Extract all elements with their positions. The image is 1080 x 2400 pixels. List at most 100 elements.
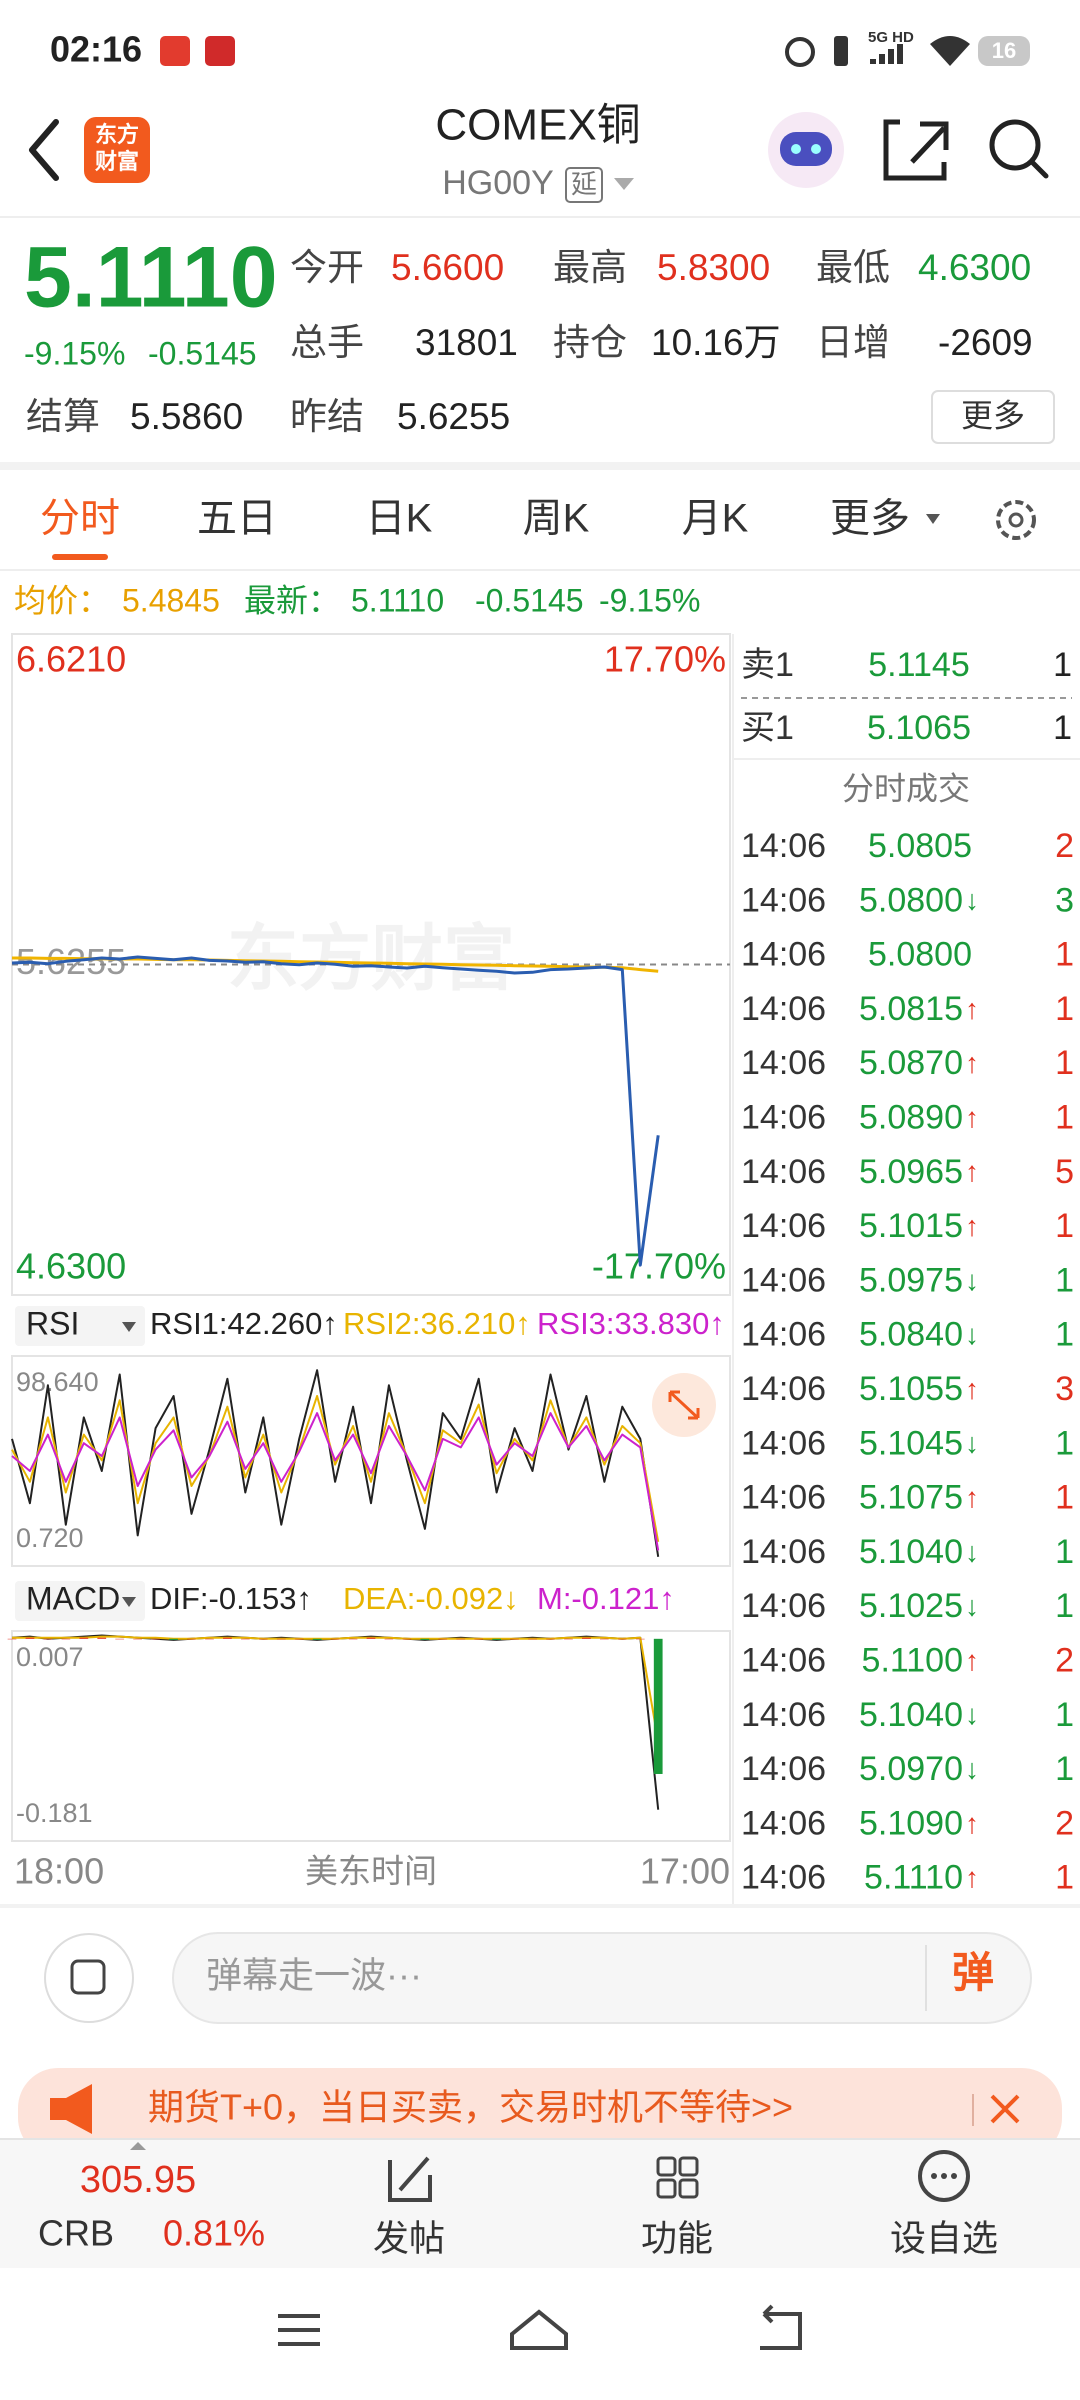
nav-item[interactable]: 功能 [641, 2218, 713, 2259]
trade-price: 5.1040 [859, 1696, 963, 1734]
legend-entry: M:-0.121↑ [537, 1581, 675, 1616]
trade-volume: 1 [1055, 990, 1074, 1028]
histogram-bar [7, 1638, 17, 1640]
histogram-bar [564, 1638, 573, 1640]
series-line [12, 1635, 660, 1742]
share-button[interactable] [883, 119, 949, 181]
settings-button[interactable] [996, 500, 1036, 540]
trade-direction: ↑ [965, 1645, 979, 1676]
search-handle [1029, 159, 1049, 179]
network-label: 5G HD [868, 29, 914, 46]
search-button[interactable] [989, 119, 1041, 171]
indicator-selector[interactable] [15, 1581, 145, 1621]
trade-direction: ↑ [965, 1808, 979, 1839]
field-label: 昨结 [290, 396, 364, 437]
trade-volume: 1 [1055, 1044, 1074, 1082]
indicator-dropdown-arrow [122, 1597, 136, 1607]
tab-indicator [52, 554, 108, 560]
chart-frame [11, 1355, 731, 1567]
latest-label: 最新： [244, 582, 340, 618]
trade-direction: ↓ [965, 1428, 979, 1459]
tab[interactable]: 日K [366, 497, 433, 541]
order-volume: 1 [1053, 709, 1072, 747]
histogram-bar [546, 1638, 555, 1640]
function-icon [678, 2178, 699, 2199]
histogram-bar [653, 1638, 663, 1774]
histogram-bar [330, 1638, 340, 1640]
trade-time: 14:06 [741, 1207, 826, 1245]
order-price: 5.1065 [867, 709, 971, 747]
histogram-bar [79, 1637, 89, 1639]
trade-price: 5.1090 [859, 1804, 963, 1842]
trade-time: 14:06 [741, 990, 826, 1028]
order-volume: 1 [1053, 646, 1072, 684]
histogram-bar [366, 1637, 376, 1639]
trade-direction: ↓ [965, 1265, 979, 1296]
histogram-bar [169, 1638, 178, 1640]
more-button[interactable] [931, 390, 1055, 444]
indicator-dropdown-arrow [122, 1322, 136, 1332]
banner-close[interactable] [990, 2094, 1020, 2124]
tab-dropdown-arrow [926, 514, 940, 524]
histogram-bar [510, 1638, 519, 1640]
trade-volume: 2 [1055, 827, 1074, 865]
trade-volume: 1 [1055, 1479, 1074, 1517]
histogram-bar [492, 1638, 502, 1640]
status-app-icon [205, 36, 235, 66]
index-value: 305.95 [80, 2159, 196, 2201]
trade-volume: 3 [1055, 1370, 1074, 1408]
tab[interactable]: 更多 [830, 497, 910, 541]
trade-price: 5.1110 [864, 1859, 963, 1897]
histogram-bar [258, 1638, 268, 1640]
trade-price: 5.1055 [859, 1370, 963, 1408]
trades-title: 分时成交 [842, 770, 970, 806]
trade-volume: 1 [1055, 1859, 1074, 1897]
field-value: -2609 [938, 322, 1033, 363]
nav-item[interactable]: 设自选 [890, 2218, 998, 2259]
trade-direction: ↑ [965, 1156, 979, 1187]
indicator-selector[interactable] [15, 1306, 145, 1346]
latest-value: 5.1110 [351, 582, 444, 618]
trade-time: 14:06 [741, 1424, 826, 1462]
tab[interactable]: 分时 [40, 497, 120, 541]
comment-send-button[interactable]: 弹 [952, 1949, 994, 1996]
histogram-bar [43, 1638, 53, 1640]
assistant-face [780, 132, 832, 166]
system-back-button[interactable] [760, 2304, 802, 2350]
x-tick-label: 17:00 [640, 1851, 730, 1892]
comment-menu-button[interactable] [44, 1933, 134, 2023]
legend-entry: RSI2:36.210↑ [343, 1306, 531, 1341]
nav-item[interactable]: 发帖 [373, 2218, 445, 2259]
trade-time: 14:06 [741, 1859, 826, 1897]
avg-label: 均价： [14, 582, 110, 618]
y-tick-label: -17.70% [592, 1246, 726, 1287]
function-icon [656, 2156, 677, 2177]
series-line [11, 1369, 660, 1557]
comment-menu-icon [70, 1959, 106, 1995]
y-tick-label: 17.70% [604, 639, 726, 680]
field-value: 5.6600 [391, 247, 504, 288]
field-label: 日增 [816, 322, 890, 363]
promo-text: 期货T+0，当日买卖，交易时机不等待>> [148, 2087, 793, 2128]
legend-entry: DEA:-0.092↓ [343, 1581, 519, 1616]
function-icon [656, 2178, 677, 2199]
system-home-button[interactable] [510, 2309, 568, 2350]
tab[interactable]: 月K [682, 497, 749, 541]
field-value: 31801 [415, 322, 518, 363]
tab[interactable]: 周K [523, 497, 590, 541]
histogram-bar [115, 1638, 125, 1640]
back-button[interactable] [29, 119, 59, 181]
promo-banner[interactable] [18, 2068, 1062, 2158]
field-value: 5.6255 [397, 396, 510, 437]
histogram-bar [528, 1638, 537, 1640]
battery-level: 16 [992, 38, 1016, 63]
vibrate-icon [834, 36, 848, 66]
histogram-bar [582, 1637, 591, 1639]
dropdown-arrow[interactable] [614, 178, 634, 190]
comment-input[interactable] [172, 1932, 1032, 2024]
wifi-icon [930, 36, 970, 66]
histogram-bar [187, 1638, 196, 1640]
tab[interactable]: 五日 [197, 497, 277, 541]
